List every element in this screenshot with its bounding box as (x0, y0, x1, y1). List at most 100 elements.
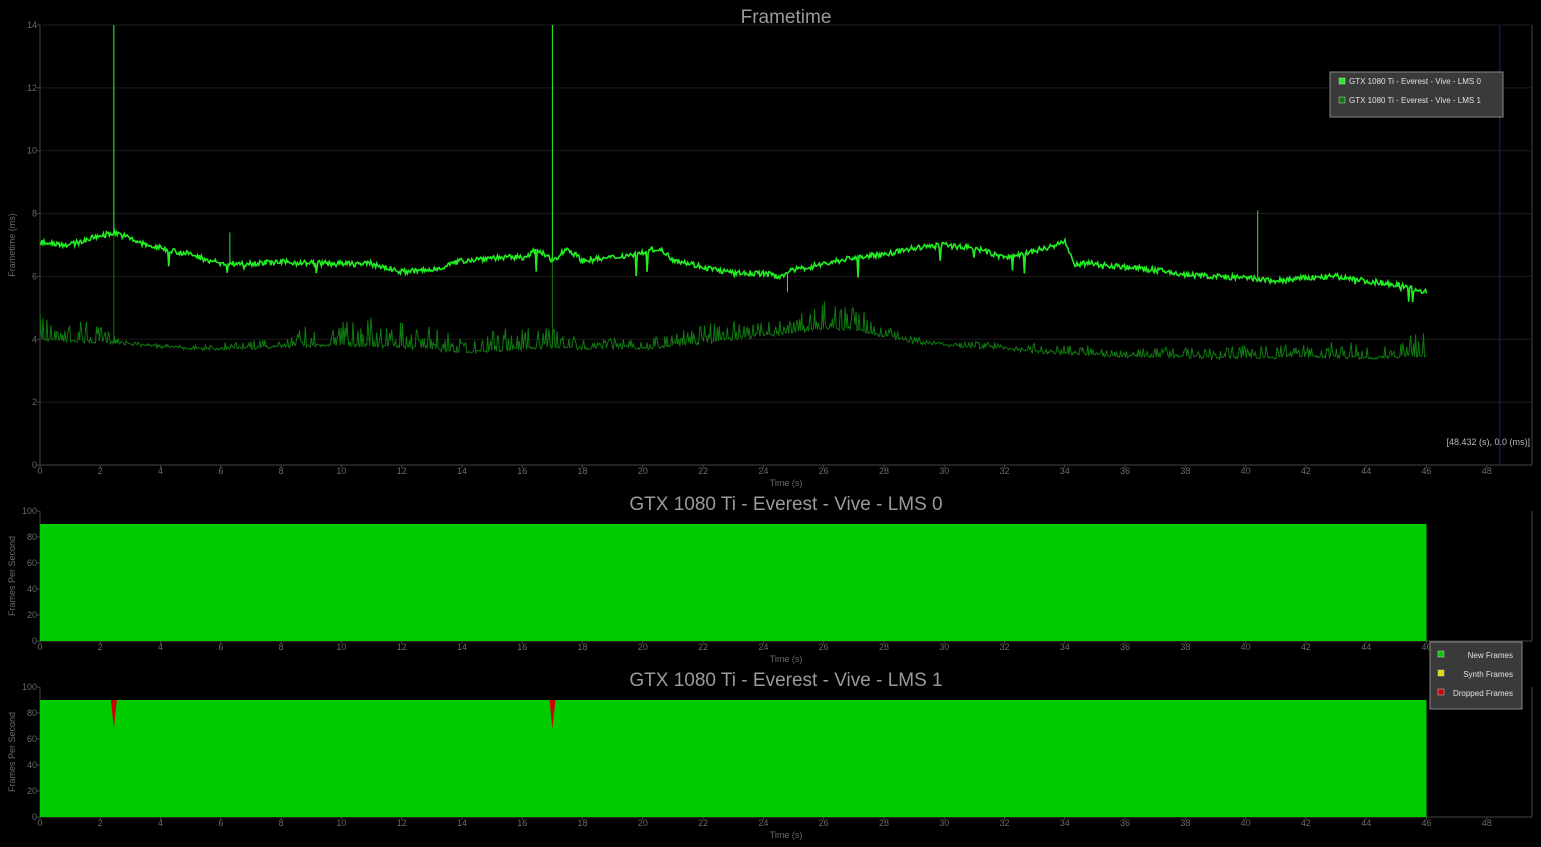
x-tick-label: 30 (939, 466, 949, 476)
y-tick-label: 40 (27, 760, 37, 770)
y-tick-label: 14 (27, 20, 37, 30)
dropped-frames-mark (110, 700, 117, 729)
x-tick-label: 24 (758, 466, 768, 476)
y-axis-label: Frames Per Second (7, 712, 17, 792)
cursor-readout: [48.432 (s), 0.0 (ms)] (1446, 437, 1530, 447)
x-tick-label: 38 (1180, 818, 1190, 828)
x-tick-label: 42 (1301, 818, 1311, 828)
fps-legend-label: Synth Frames (1463, 670, 1513, 679)
y-tick-label: 0 (32, 460, 37, 470)
x-tick-label: 42 (1301, 642, 1311, 652)
x-tick-label: 28 (879, 818, 889, 828)
x-tick-label: 24 (758, 642, 768, 652)
x-tick-label: 20 (638, 818, 648, 828)
x-tick-label: 10 (336, 818, 346, 828)
chart-title: Frametime (741, 7, 832, 28)
x-tick-label: 18 (578, 466, 588, 476)
x-tick-label: 6 (218, 818, 223, 828)
y-tick-label: 80 (27, 708, 37, 718)
x-tick-label: 26 (819, 818, 829, 828)
x-tick-label: 46 (1421, 642, 1431, 652)
x-tick-label: 38 (1180, 466, 1190, 476)
x-tick-label: 8 (279, 466, 284, 476)
x-tick-label: 4 (158, 818, 163, 828)
x-tick-label: 0 (37, 466, 42, 476)
x-tick-label: 32 (1000, 818, 1010, 828)
x-tick-label: 26 (819, 466, 829, 476)
x-tick-label: 44 (1361, 818, 1371, 828)
x-tick-label: 12 (397, 642, 407, 652)
x-tick-label: 18 (578, 642, 588, 652)
y-tick-label: 12 (27, 83, 37, 93)
x-tick-label: 14 (457, 466, 467, 476)
x-tick-label: 40 (1241, 818, 1251, 828)
x-tick-label: 44 (1361, 466, 1371, 476)
x-tick-label: 12 (397, 466, 407, 476)
series-line-1 (39, 301, 1427, 362)
x-tick-label: 28 (879, 642, 889, 652)
x-tick-label: 32 (1000, 642, 1010, 652)
fps-legend-swatch (1437, 688, 1445, 696)
y-tick-label: 0 (32, 812, 37, 822)
x-tick-label: 40 (1241, 642, 1251, 652)
x-tick-label: 20 (638, 642, 648, 652)
x-tick-label: 34 (1060, 642, 1070, 652)
x-tick-label: 48 (1482, 818, 1492, 828)
fps-legend-swatch (1437, 650, 1445, 658)
x-tick-label: 44 (1361, 642, 1371, 652)
y-tick-label: 100 (22, 682, 37, 692)
x-tick-label: 24 (758, 818, 768, 828)
legend-swatch (1338, 77, 1346, 85)
x-tick-label: 20 (638, 466, 648, 476)
x-tick-label: 42 (1301, 466, 1311, 476)
y-axis-label: Frames Per Second (7, 536, 17, 616)
x-tick-label: 10 (336, 642, 346, 652)
x-tick-label: 0 (37, 818, 42, 828)
legend: GTX 1080 Ti - Everest - Vive - LMS 0 GTX … (1329, 71, 1504, 118)
x-tick-label: 36 (1120, 642, 1130, 652)
legend-label: GTX 1080 Ti - Everest - Vive - LMS 0 (1349, 77, 1481, 86)
x-tick-label: 0 (37, 642, 42, 652)
x-tick-label: 2 (98, 466, 103, 476)
x-tick-label: 6 (218, 642, 223, 652)
x-tick-label: 14 (457, 818, 467, 828)
x-tick-label: 8 (279, 642, 284, 652)
y-tick-label: 80 (27, 532, 37, 542)
x-tick-label: 34 (1060, 818, 1070, 828)
x-tick-label: 26 (819, 642, 829, 652)
x-tick-label: 22 (698, 466, 708, 476)
x-tick-label: 46 (1421, 818, 1431, 828)
x-axis-label: Time (s) (770, 654, 803, 664)
y-tick-label: 6 (32, 271, 37, 281)
x-tick-label: 10 (336, 466, 346, 476)
x-tick-label: 22 (698, 818, 708, 828)
x-tick-label: 4 (158, 466, 163, 476)
x-tick-label: 18 (578, 818, 588, 828)
new-frames-area (40, 700, 1427, 817)
x-tick-label: 46 (1421, 466, 1431, 476)
x-tick-label: 34 (1060, 466, 1070, 476)
series-line-0 (39, 227, 1428, 303)
x-tick-label: 16 (517, 466, 527, 476)
chart-title: GTX 1080 Ti - Everest - Vive - LMS 1 (629, 670, 942, 691)
y-tick-label: 4 (32, 334, 37, 344)
new-frames-area (40, 524, 1427, 641)
x-tick-label: 8 (279, 818, 284, 828)
x-tick-label: 48 (1482, 466, 1492, 476)
x-tick-label: 38 (1180, 642, 1190, 652)
legend-swatch (1338, 96, 1346, 104)
x-tick-label: 32 (1000, 466, 1010, 476)
fps-legend-label: New Frames (1468, 651, 1513, 660)
x-tick-label: 36 (1120, 466, 1130, 476)
y-tick-label: 8 (32, 209, 37, 219)
chart-title: GTX 1080 Ti - Everest - Vive - LMS 0 (629, 494, 942, 515)
y-axis-label: Frametime (ms) (7, 213, 17, 277)
x-tick-label: 14 (457, 642, 467, 652)
x-tick-label: 16 (517, 642, 527, 652)
y-tick-label: 100 (22, 506, 37, 516)
x-tick-label: 40 (1241, 466, 1251, 476)
y-tick-label: 0 (32, 636, 37, 646)
